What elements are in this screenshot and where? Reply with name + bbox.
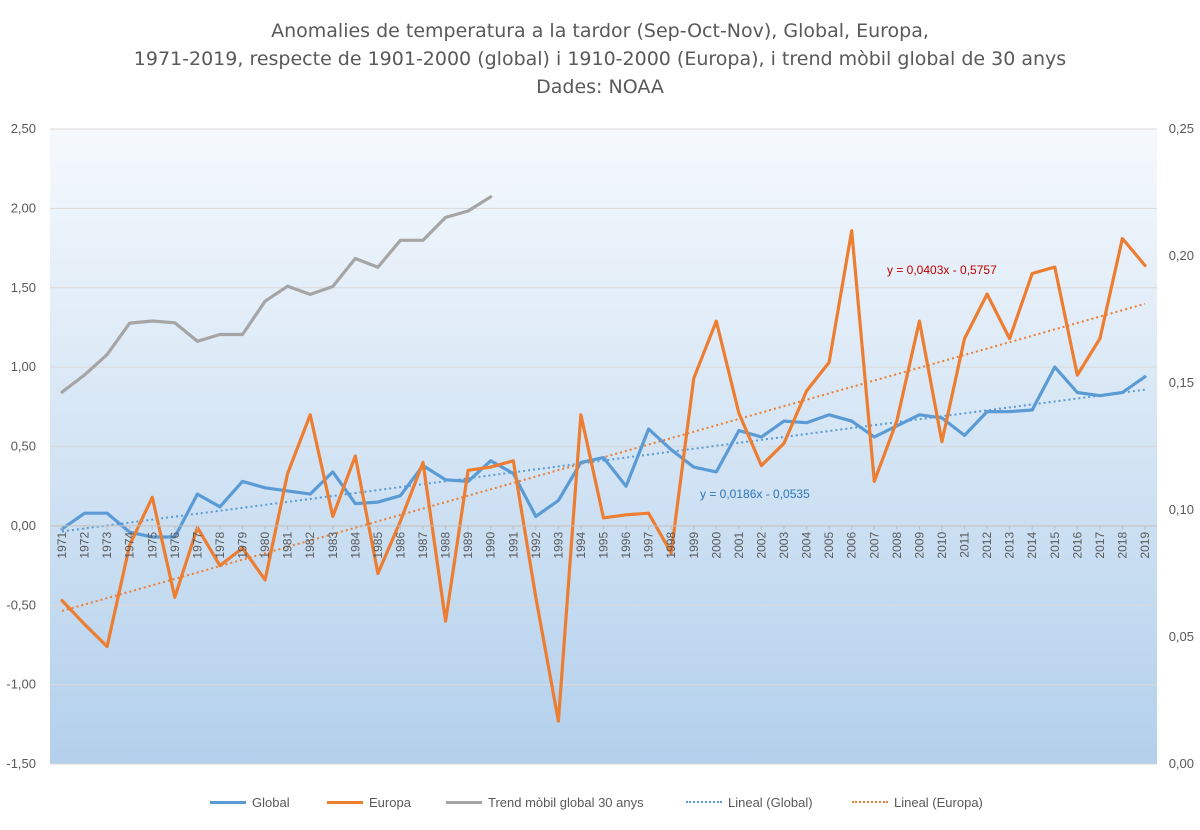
x-axis-tick-label: 1992	[529, 532, 543, 559]
x-axis-tick-label: 2018	[1115, 532, 1129, 559]
x-axis-tick-label: 1988	[439, 532, 453, 559]
left-axis-tick-label: 2,00	[11, 200, 36, 215]
right-axis-tick-label: 0,15	[1169, 375, 1194, 390]
left-axis-tick-label: 1,50	[11, 280, 36, 295]
x-axis-tick-label: 1981	[281, 532, 295, 559]
x-axis-tick-label: 2007	[867, 532, 881, 559]
x-axis-tick-label: 2004	[800, 532, 814, 559]
x-axis-tick-label: 2016	[1070, 532, 1084, 559]
x-axis-tick-label: 1998	[664, 532, 678, 559]
series-line-global	[60, 365, 1147, 539]
x-axis-tick-label: 1973	[100, 532, 114, 559]
left-axis-tick-label: 0,50	[11, 439, 36, 454]
x-axis-tick-label: 1983	[326, 532, 340, 559]
x-axis-tick-label: 2002	[754, 532, 768, 559]
left-axis-tick-label: -0,50	[6, 597, 36, 612]
right-axis-tick-label: 0,05	[1169, 629, 1194, 644]
legend-item-europa[interactable]: Europa	[327, 792, 411, 812]
x-axis-tick-label: 1999	[687, 532, 701, 559]
legend-item-trend[interactable]: Trend mòbil global 30 anys	[446, 792, 644, 812]
x-axis-tick-label: 2000	[709, 532, 723, 559]
trend-equation-global: y = 0,0186x - 0,0535	[700, 487, 810, 501]
axes: 2,50 2,00 1,50 1,00 0,50 0,00 -0,50 -1,00 -1,50 0…	[6, 121, 1194, 771]
x-axis-tick-label: 1975	[145, 532, 159, 559]
left-axis-tick-label: 0,00	[11, 518, 36, 533]
x-axis-tick-label: 1996	[619, 532, 633, 559]
trend-equation-europa: y = 0,0403x - 0,5757	[887, 263, 997, 277]
right-axis-tick-label: 0,20	[1169, 248, 1194, 263]
legend-item-lineal-europa[interactable]: Lineal (Europa)	[852, 792, 983, 812]
x-axis-tick-label: 2019	[1138, 532, 1152, 559]
x-axis-tick-label: 1986	[393, 532, 407, 559]
x-axis-tick-label: 1977	[190, 532, 204, 559]
series-line-europa	[60, 229, 1147, 723]
chart-legend: Global Europa Trend mòbil global 30 anys…	[0, 792, 1200, 814]
trendline-global	[61, 388, 1146, 533]
left-axis-tick-label: -1,00	[6, 677, 36, 692]
x-axis-tick-label: 2003	[777, 532, 791, 559]
x-axis-tick-label: 1972	[78, 532, 92, 559]
legend-label-europa: Europa	[369, 794, 411, 810]
x-axis-tick-label: 1995	[597, 532, 611, 559]
x-axis-tick-label: 1990	[484, 532, 498, 559]
x-axis-tick-label: 1976	[168, 532, 182, 559]
legend-label-global: Global	[252, 794, 290, 810]
legend-label-lineal-europa: Lineal (Europa)	[894, 794, 983, 810]
x-axis-tick-label: 2012	[980, 532, 994, 559]
x-axis-tick-label: 2014	[1025, 532, 1039, 559]
x-axis-tick-label: 1994	[574, 532, 588, 559]
x-axis-tick-label: 1991	[506, 532, 520, 559]
x-axis-tick-label: 1989	[461, 532, 475, 559]
series-line-trend	[60, 195, 493, 394]
x-axis-tick-label: 1978	[213, 532, 227, 559]
x-axis-tick-label: 1971	[55, 532, 69, 559]
x-axis-tick-label: 1987	[416, 532, 430, 559]
right-axis-tick-label: 0,25	[1169, 121, 1194, 136]
chart-title-line-2: 1971-2019, respecte de 1901-2000 (global…	[133, 48, 1067, 70]
legend-item-global[interactable]: Global	[210, 792, 290, 812]
x-axis-tick-label: 2011	[958, 532, 972, 558]
x-axis-tick-label: 2013	[1003, 532, 1017, 559]
left-axis-tick-label: 2,50	[11, 121, 36, 136]
legend-label-lineal-global: Lineal (Global)	[728, 794, 813, 810]
legend-swatch-europa	[327, 800, 363, 804]
legend-swatch-lineal-global	[686, 801, 722, 803]
legend-item-lineal-global[interactable]: Lineal (Global)	[686, 792, 813, 812]
chart-title-line-1: Anomalies de temperatura a la tardor (Se…	[271, 20, 929, 42]
chart-title-line-3: Dades: NOAA	[536, 76, 664, 98]
x-axis-tick-label: 1997	[642, 532, 656, 559]
x-axis-tick-label: 2017	[1093, 532, 1107, 559]
x-axis-tick-label: 2001	[732, 532, 746, 559]
x-axis-tick-label: 1979	[236, 532, 250, 559]
x-axis-tick-label: 2010	[935, 532, 949, 559]
x-axis-tick-label: 1985	[371, 532, 385, 559]
left-axis-tick-label: 1,00	[11, 359, 36, 374]
left-axis-tick-label: -1,50	[6, 756, 36, 771]
x-axis-tick-label: 1980	[258, 532, 272, 559]
annotations: y = 0,0403x - 0,5757 y = 0,0186x - 0,053…	[700, 263, 997, 501]
legend-swatch-global	[210, 800, 246, 804]
x-axis-tick-label: 2009	[912, 532, 926, 559]
x-axis-tick-label: 2006	[845, 532, 859, 559]
right-axis-tick-label: 0,00	[1169, 756, 1194, 771]
right-axis-tick-label: 0,10	[1169, 502, 1194, 517]
trendlines	[61, 302, 1146, 612]
x-axis-tick-label: 1974	[123, 532, 137, 559]
x-axis-tick-label: 1984	[348, 532, 362, 559]
x-axis-tick-label: 2008	[890, 532, 904, 559]
x-axis-tick-label: 1993	[551, 532, 565, 559]
series-lines	[60, 195, 1147, 723]
legend-label-trend: Trend mòbil global 30 anys	[488, 794, 644, 810]
legend-swatch-lineal-europa	[852, 801, 888, 803]
x-axis-tick-label: 2005	[822, 532, 836, 559]
legend-swatch-trend	[446, 800, 482, 804]
x-axis-tick-label: 2015	[1048, 532, 1062, 559]
x-axis-tick-label: 1982	[303, 532, 317, 559]
